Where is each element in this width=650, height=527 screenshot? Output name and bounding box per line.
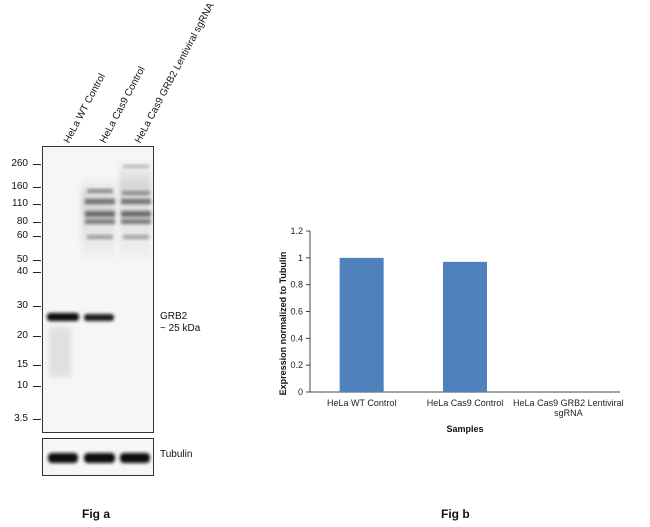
y-axis-title: Expression normalized to Tubulin [278,252,288,396]
mw-tick [33,365,41,366]
x-tick-label: HeLa Cas9 GRB2 Lentiviral [513,398,624,408]
mw-tick [33,164,41,165]
mw-tick [33,272,41,273]
y-tick-label: 0.4 [290,333,303,343]
mw-label-10: 10 [16,380,28,391]
western-blot-image [47,157,151,377]
mw-tick [33,306,41,307]
mw-label-260: 260 [11,158,28,169]
x-tick-label: sgRNA [554,408,583,418]
mw-tick [33,386,41,387]
mw-label-40: 40 [16,266,28,277]
mw-label-15: 15 [16,359,28,370]
mw-tick [33,260,41,261]
mw-tick [33,236,41,237]
mw-tick [33,222,41,223]
western-blot-panel [42,146,154,433]
x-tick-label: HeLa WT Control [327,398,396,408]
y-tick-label: 0.2 [290,360,303,370]
fig-b-label: Fig b [441,507,470,521]
x-tick-label: HeLa Cas9 Control [427,398,504,408]
mw-label-3-5: 3.5 [14,413,28,424]
mw-label-20: 20 [16,330,28,341]
mw-label-80: 80 [16,216,28,227]
mw-label-160: 160 [11,181,28,192]
bar [443,261,487,392]
band-label-grb2: GRB2 [160,311,188,322]
mw-label-30: 30 [16,300,28,311]
mw-tick [33,419,41,420]
y-tick-label: 1.2 [290,226,303,236]
tubulin-blot-panel [42,438,154,476]
x-axis-title: Samples [446,424,483,434]
mw-label-50: 50 [16,254,28,265]
mw-label-110: 110 [12,198,28,209]
mw-tick [33,187,41,188]
y-tick-label: 1 [298,253,303,263]
y-tick-label: 0.6 [290,307,303,317]
tubulin-label: Tubulin [160,449,193,460]
mw-tick [33,204,41,205]
fig-a-label: Fig a [82,507,111,521]
y-tick-label: 0 [298,387,303,397]
bar [339,257,384,392]
y-tick-label: 0.8 [290,280,303,290]
mw-label-60: 60 [16,230,28,241]
bar-chart: 0 0.2 0.4 0.6 0.8 1 1.2 HeLa WT Control HeLa Cas… [278,226,624,434]
tubulin-blot-image [48,453,150,463]
mw-tick [33,336,41,337]
band-label-size: ~ 25 kDa [160,323,201,334]
